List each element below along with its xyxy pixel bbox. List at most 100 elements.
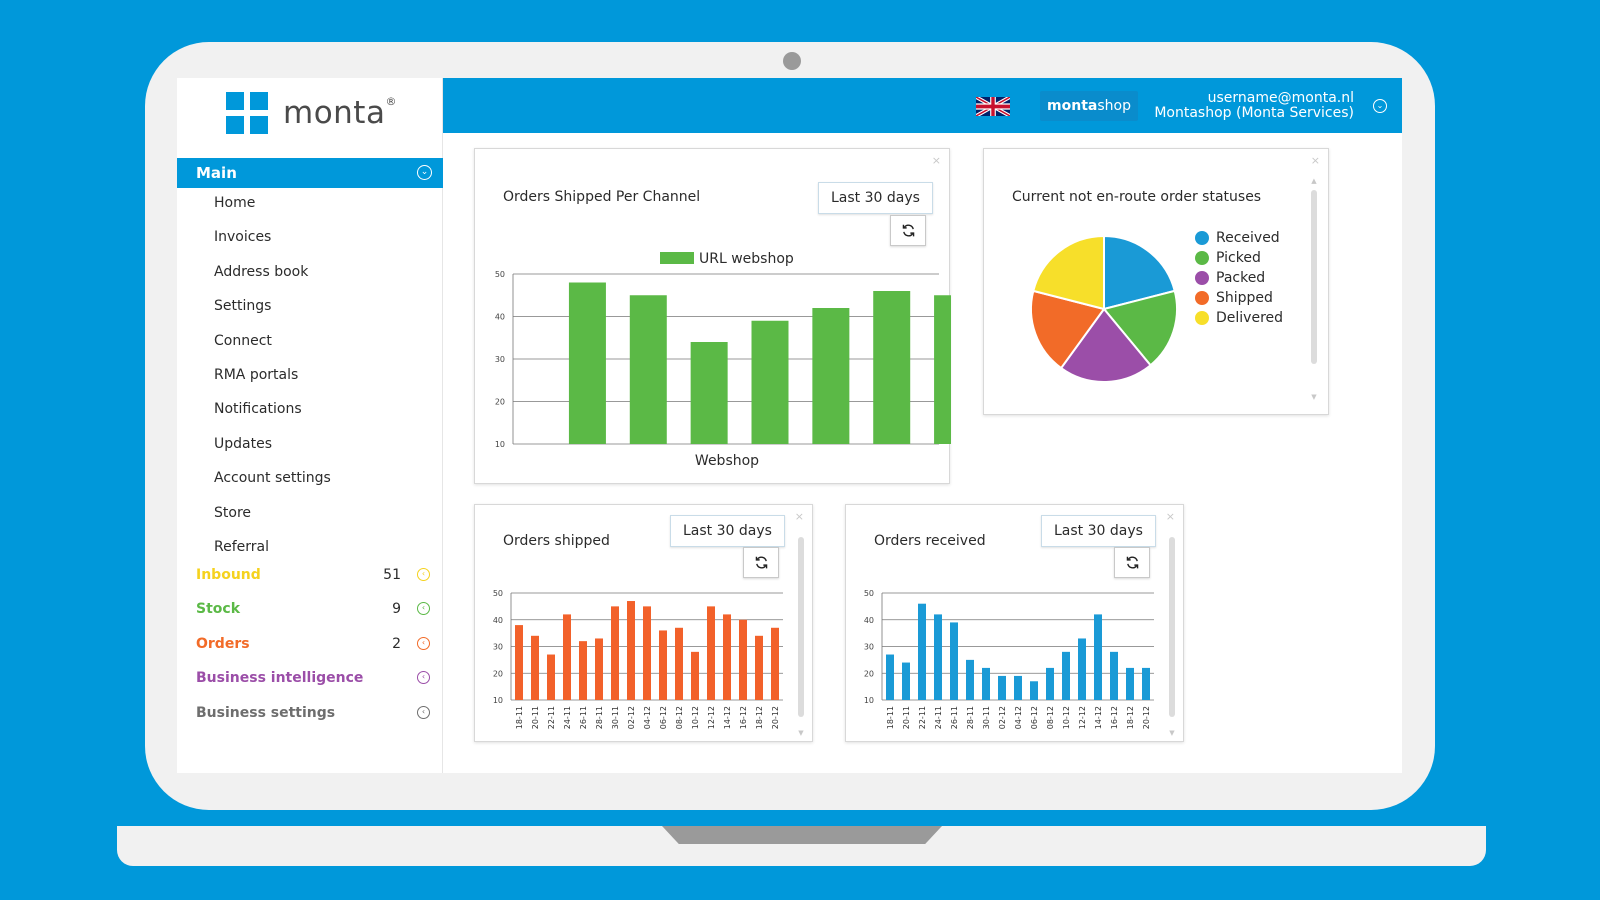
- scroll-up-icon[interactable]: ▲: [1311, 177, 1317, 185]
- bar[interactable]: [629, 295, 667, 444]
- chevron-left-icon: ‹: [417, 671, 430, 685]
- close-icon[interactable]: ×: [1165, 510, 1175, 523]
- bar[interactable]: [547, 654, 555, 700]
- sidebar-item-rma-portals[interactable]: RMA portals: [214, 367, 299, 383]
- sidebar-item-invoices[interactable]: Invoices: [214, 229, 272, 246]
- bar[interactable]: [812, 308, 850, 444]
- sidebar-section-stock[interactable]: Stock 9 ‹: [196, 599, 434, 619]
- user-info[interactable]: username@monta.nl Montashop (Monta Servi…: [1154, 91, 1354, 121]
- sidebar-section-inbound[interactable]: Inbound 51 ‹: [196, 565, 434, 585]
- bar[interactable]: [918, 603, 926, 700]
- bar[interactable]: [1046, 667, 1054, 700]
- pie-slice[interactable]: [1030, 289, 1106, 370]
- bar[interactable]: [1110, 651, 1118, 700]
- bar[interactable]: [886, 654, 894, 700]
- laptop-notch: [662, 826, 942, 844]
- pie-slice[interactable]: [1102, 289, 1178, 367]
- bar[interactable]: [515, 625, 523, 700]
- sidebar-item-updates[interactable]: Updates: [214, 435, 272, 452]
- widget-orders-shipped: × Orders shipped Last 30 days 10 20 30 40 50…: [474, 504, 813, 742]
- bar[interactable]: [627, 601, 635, 700]
- period-select-button[interactable]: Last 30 days: [670, 515, 785, 547]
- bar[interactable]: [659, 630, 667, 700]
- bar[interactable]: [595, 638, 603, 700]
- bar[interactable]: [998, 675, 1006, 700]
- bar[interactable]: [611, 606, 619, 700]
- bar[interactable]: [934, 295, 951, 444]
- close-icon[interactable]: ×: [931, 154, 941, 167]
- close-icon[interactable]: ×: [794, 510, 804, 523]
- bar[interactable]: [1094, 614, 1102, 700]
- bar[interactable]: [643, 606, 651, 700]
- x-tick-label: 08-12: [675, 706, 684, 729]
- bar[interactable]: [568, 282, 606, 445]
- bar[interactable]: [751, 320, 789, 444]
- legend-label: Shipped: [1216, 290, 1273, 306]
- bar[interactable]: [531, 635, 539, 700]
- bar[interactable]: [873, 291, 911, 444]
- bar[interactable]: [675, 627, 683, 700]
- section-label: Orders: [196, 635, 250, 652]
- menu-main-header[interactable]: Main ⌄: [177, 158, 443, 188]
- bar[interactable]: [707, 606, 715, 700]
- bar[interactable]: [982, 667, 990, 700]
- pie-slice[interactable]: [1032, 234, 1105, 311]
- legend-dot: [1195, 271, 1209, 285]
- section-count-badge: 9: [392, 601, 401, 618]
- bar[interactable]: [902, 662, 910, 700]
- y-tick-label: 20: [493, 669, 503, 678]
- x-axis-label: Webshop: [695, 453, 759, 469]
- bar[interactable]: [723, 614, 731, 700]
- scrollbar[interactable]: ▼: [797, 527, 805, 737]
- widget-orders-per-channel: × Orders Shipped Per Channel Last 30 day…: [474, 148, 951, 484]
- bar[interactable]: [563, 614, 571, 700]
- monta-logo[interactable]: monta®: [226, 92, 397, 134]
- bar[interactable]: [934, 614, 942, 700]
- bar[interactable]: [1014, 675, 1022, 700]
- sidebar-item-settings[interactable]: Settings: [214, 298, 272, 315]
- refresh-button[interactable]: [890, 215, 926, 246]
- user-menu-chevron-icon[interactable]: ⌄: [1373, 99, 1387, 113]
- bar[interactable]: [950, 622, 958, 700]
- bar[interactable]: [1030, 681, 1038, 700]
- bar[interactable]: [771, 627, 779, 700]
- sidebar-item-notifications[interactable]: Notifications: [214, 401, 302, 418]
- close-icon[interactable]: ×: [1310, 154, 1320, 167]
- pie-slice[interactable]: [1059, 307, 1152, 383]
- scrollbar[interactable]: ▼: [1168, 527, 1176, 737]
- bar[interactable]: [691, 651, 699, 700]
- scrollbar[interactable]: ▲ ▼: [1310, 177, 1318, 401]
- section-label: Inbound: [196, 567, 261, 583]
- bar[interactable]: [690, 342, 728, 444]
- sidebar-item-connect[interactable]: Connect: [214, 332, 272, 349]
- sidebar-item-store[interactable]: Store: [214, 504, 252, 521]
- sidebar-section-orders[interactable]: Orders 2 ‹: [196, 634, 434, 654]
- section-label: Business settings: [196, 704, 336, 721]
- scroll-down-icon[interactable]: ▼: [798, 729, 804, 737]
- period-select-button[interactable]: Last 30 days: [818, 182, 933, 214]
- chevron-left-icon: ‹: [417, 705, 430, 719]
- bar[interactable]: [755, 635, 763, 700]
- bar[interactable]: [1062, 651, 1070, 700]
- scroll-down-icon[interactable]: ▼: [1169, 729, 1175, 737]
- uk-flag-icon[interactable]: [976, 97, 1010, 116]
- refresh-button[interactable]: [743, 547, 779, 578]
- sidebar-section-business-intelligence[interactable]: Business intelligence ‹: [196, 668, 434, 688]
- sidebar-item-home[interactable]: Home: [214, 195, 256, 211]
- bar[interactable]: [1142, 667, 1150, 700]
- period-select-button[interactable]: Last 30 days: [1041, 515, 1156, 547]
- scroll-down-icon[interactable]: ▼: [1311, 393, 1317, 401]
- pie-slice[interactable]: [1103, 234, 1176, 311]
- sidebar-section-business-settings[interactable]: Business settings ‹: [196, 703, 434, 723]
- x-tick-label: 02-12: [627, 706, 636, 729]
- sidebar-item-referral[interactable]: Referral: [214, 539, 269, 555]
- bar[interactable]: [1078, 638, 1086, 700]
- sidebar-item-address-book[interactable]: Address book: [214, 263, 309, 280]
- bar[interactable]: [739, 619, 747, 700]
- bar[interactable]: [1126, 667, 1134, 700]
- bar[interactable]: [579, 641, 587, 700]
- shop-selector-button[interactable]: montashop: [1040, 91, 1138, 121]
- bar[interactable]: [966, 659, 974, 700]
- sidebar-item-account-settings[interactable]: Account settings: [214, 470, 331, 487]
- refresh-button[interactable]: [1114, 547, 1150, 578]
